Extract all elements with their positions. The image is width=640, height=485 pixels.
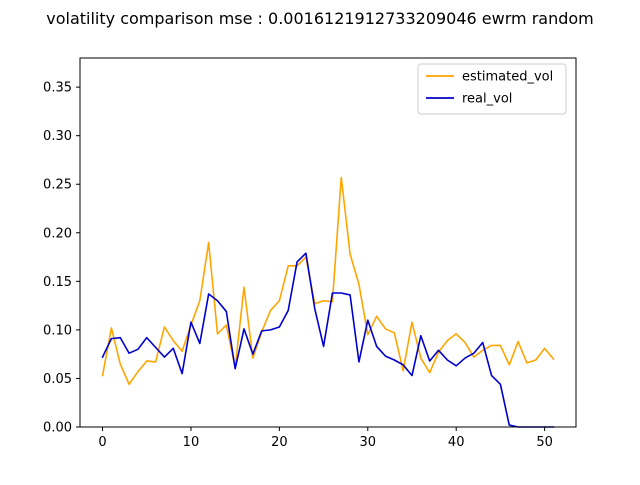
x-tick-label: 20 [271,435,288,450]
series-line-estimated-vol [101,176,555,386]
legend-label-real-vol: real_vol [462,92,512,107]
y-tick-label: 0.10 [43,323,72,338]
plot-area: 0 10 20 30 40 50 0.00 0.05 0.10 0.15 0.20 0.25 0.30 0… [43,57,577,450]
x-tick-label: 30 [360,435,377,450]
y-tick-label: 0.25 [43,178,72,193]
y-tick-label: 0.05 [43,372,72,387]
x-tick-label: 0 [98,435,106,450]
series-line-real-vol [101,252,555,428]
x-tick-label: 10 [183,435,200,450]
chart-title: volatility comparison mse : 0.0016121912… [46,9,594,28]
x-tick-label: 50 [536,435,553,450]
y-tick-label: 0.20 [43,226,72,241]
legend-box [417,63,567,115]
x-tick-label: 40 [448,435,465,450]
y-tick-label: 0.00 [43,421,72,436]
legend-label-estimated-vol: estimated_vol [462,70,553,85]
axes-frame [79,57,577,428]
legend: estimated_vol real_vol [417,63,567,115]
y-tick-label: 0.30 [43,129,72,144]
y-tick-label: 0.35 [43,81,72,96]
y-tick-label: 0.15 [43,275,72,290]
